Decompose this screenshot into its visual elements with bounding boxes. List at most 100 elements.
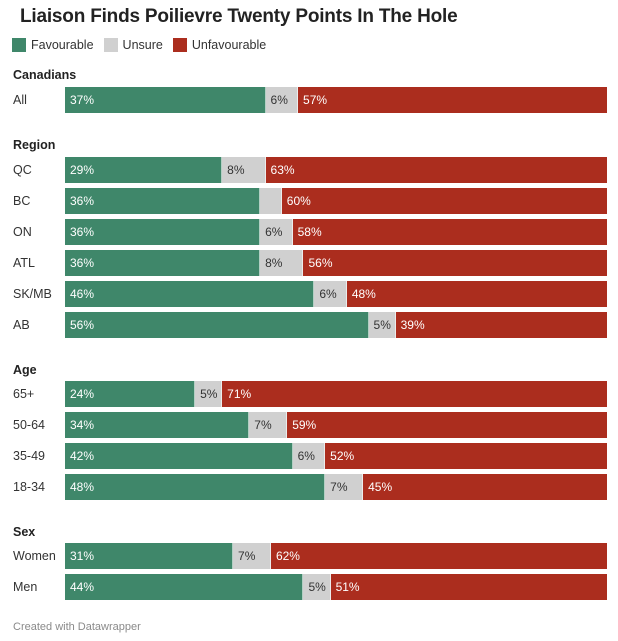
data-label: 58% bbox=[297, 225, 322, 239]
footer-credit: Created with Datawrapper bbox=[13, 621, 141, 633]
group-title: Region bbox=[13, 138, 56, 152]
bar-segment-favourable: 44% bbox=[65, 574, 304, 600]
bar-row: 36% 6% 58% bbox=[65, 219, 607, 245]
data-label: 7% bbox=[238, 549, 256, 563]
legend-item-unsure: Unsure bbox=[103, 38, 163, 52]
data-label: 6% bbox=[297, 449, 315, 463]
row-label: ON bbox=[13, 225, 32, 239]
data-label: 29% bbox=[70, 163, 95, 177]
bar-row: 31% 7% 62% bbox=[65, 543, 607, 569]
data-label: 48% bbox=[70, 480, 95, 494]
bar-row: 44% 5% 51% bbox=[65, 574, 607, 600]
bar-segment-unfavourable: 39% bbox=[395, 312, 607, 338]
data-label: 51% bbox=[335, 580, 360, 594]
bar-row: 29% 8% 63% bbox=[65, 157, 607, 183]
data-label: 42% bbox=[70, 449, 95, 463]
row-label: ATL bbox=[13, 256, 35, 270]
data-label: 34% bbox=[70, 418, 95, 432]
data-label: 63% bbox=[270, 163, 295, 177]
legend-label-unfavourable: Unfavourable bbox=[191, 38, 267, 52]
legend-label-unsure: Unsure bbox=[122, 38, 163, 52]
data-label: 8% bbox=[265, 256, 283, 270]
bar-segment-unsure bbox=[260, 188, 282, 214]
data-label: 48% bbox=[351, 287, 376, 301]
row-label: All bbox=[13, 93, 27, 107]
data-label: 45% bbox=[368, 480, 393, 494]
bar-segment-favourable: 46% bbox=[65, 281, 315, 307]
bar-segment-unsure: 5% bbox=[195, 381, 223, 407]
bar-row: 46% 6% 48% bbox=[65, 281, 607, 307]
bar-row: 37% 6% 57% bbox=[65, 87, 607, 113]
bar-segment-unfavourable: 57% bbox=[298, 87, 607, 113]
legend-swatch-favourable bbox=[12, 38, 26, 52]
bar-segment-unsure: 6% bbox=[265, 87, 299, 113]
legend: Favourable Unsure Unfavourable bbox=[12, 38, 276, 52]
legend-label-favourable: Favourable bbox=[31, 38, 94, 52]
bar-segment-favourable: 37% bbox=[65, 87, 266, 113]
bar-segment-favourable: 29% bbox=[65, 157, 223, 183]
bar-segment-unsure: 6% bbox=[292, 443, 326, 469]
bar-segment-unfavourable: 59% bbox=[287, 412, 607, 438]
bar-segment-unfavourable: 45% bbox=[363, 474, 607, 500]
bar-segment-unsure: 5% bbox=[368, 312, 396, 338]
row-label: 65+ bbox=[13, 387, 35, 401]
data-label: 59% bbox=[292, 418, 317, 432]
bar-segment-unfavourable: 71% bbox=[222, 381, 607, 407]
bar-segment-unfavourable: 51% bbox=[330, 574, 607, 600]
legend-item-unfavourable: Unfavourable bbox=[172, 38, 267, 52]
row-label: SK/MB bbox=[13, 287, 52, 301]
bar-segment-favourable: 56% bbox=[65, 312, 369, 338]
bar-row: 48% 7% 45% bbox=[65, 474, 607, 500]
data-label: 5% bbox=[200, 387, 218, 401]
row-label: 35-49 bbox=[13, 449, 45, 463]
data-label: 52% bbox=[330, 449, 355, 463]
row-label: QC bbox=[13, 163, 32, 177]
data-label: 37% bbox=[70, 93, 95, 107]
data-label: 71% bbox=[227, 387, 252, 401]
data-label: 6% bbox=[270, 93, 288, 107]
bar-segment-unsure: 7% bbox=[233, 543, 271, 569]
data-label: 36% bbox=[70, 256, 95, 270]
data-label: 8% bbox=[227, 163, 245, 177]
bar-segment-favourable: 36% bbox=[65, 188, 261, 214]
bar-segment-favourable: 36% bbox=[65, 250, 261, 276]
bar-row: 36% 60% bbox=[65, 188, 607, 214]
data-label: 44% bbox=[70, 580, 95, 594]
row-label: BC bbox=[13, 194, 31, 208]
data-label: 56% bbox=[308, 256, 333, 270]
bar-row: 56% 5% 39% bbox=[65, 312, 607, 338]
bar-segment-unsure: 5% bbox=[303, 574, 331, 600]
bar-row: 42% 6% 52% bbox=[65, 443, 607, 469]
data-label: 46% bbox=[70, 287, 95, 301]
row-label: AB bbox=[13, 318, 30, 332]
bar-segment-favourable: 48% bbox=[65, 474, 326, 500]
data-label: 5% bbox=[373, 318, 391, 332]
row-label: Men bbox=[13, 580, 38, 594]
data-label: 57% bbox=[303, 93, 328, 107]
group-title: Canadians bbox=[13, 68, 77, 82]
bar-segment-unsure: 7% bbox=[249, 412, 288, 438]
data-label: 7% bbox=[254, 418, 272, 432]
bar-segment-unsure: 6% bbox=[314, 281, 347, 307]
legend-swatch-unfavourable bbox=[172, 38, 187, 52]
bar-segment-unfavourable: 56% bbox=[303, 250, 607, 276]
data-label: 5% bbox=[308, 580, 326, 594]
data-label: 56% bbox=[70, 318, 95, 332]
bar-segment-unsure: 6% bbox=[260, 219, 293, 245]
bar-segment-unfavourable: 63% bbox=[265, 157, 607, 183]
bar-segment-favourable: 36% bbox=[65, 219, 261, 245]
data-label: 6% bbox=[265, 225, 283, 239]
bar-segment-unfavourable: 58% bbox=[292, 219, 607, 245]
bar-segment-unfavourable: 52% bbox=[325, 443, 607, 469]
bar-segment-unsure: 7% bbox=[325, 474, 364, 500]
group-title: Age bbox=[13, 363, 37, 377]
bar-segment-unfavourable: 62% bbox=[270, 543, 607, 569]
row-label: 18-34 bbox=[13, 480, 45, 494]
legend-swatch-unsure bbox=[103, 38, 118, 52]
bar-row: 36% 8% 56% bbox=[65, 250, 607, 276]
data-label: 31% bbox=[70, 549, 95, 563]
legend-item-favourable: Favourable bbox=[12, 38, 94, 52]
data-label: 7% bbox=[330, 480, 348, 494]
data-label: 39% bbox=[400, 318, 425, 332]
data-label: 6% bbox=[319, 287, 337, 301]
